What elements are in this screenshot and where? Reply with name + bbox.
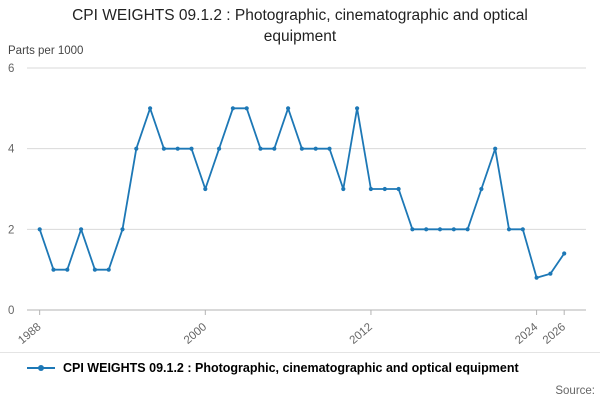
data-point-marker <box>299 146 304 151</box>
data-point-marker <box>244 106 249 111</box>
data-point-marker <box>479 186 484 192</box>
data-point-marker <box>272 146 277 151</box>
chart-title: CPI WEIGHTS 09.1.2 : Photographic, cinem… <box>72 7 528 45</box>
data-point-marker <box>120 227 125 232</box>
data-point-marker <box>520 227 525 232</box>
y-tick-label: 6 <box>8 63 14 75</box>
legend-series-label: CPI WEIGHTS 09.1.2 : Photographic, cinem… <box>63 361 519 375</box>
legend-line-marker-icon <box>27 365 55 371</box>
data-point-marker <box>465 227 470 232</box>
x-tick-label: 2026 <box>541 321 568 347</box>
data-point-marker <box>313 146 318 151</box>
legend-divider <box>0 352 600 353</box>
data-point-marker <box>106 267 111 272</box>
data-point-marker <box>424 227 429 232</box>
data-point-marker <box>217 146 222 151</box>
y-tick-label: 2 <box>8 224 14 236</box>
data-point-marker <box>506 227 512 232</box>
x-tick-label: 2012 <box>348 321 375 347</box>
x-tick-label: 2024 <box>513 321 541 347</box>
data-point-marker <box>548 271 553 276</box>
data-point-marker <box>286 106 291 111</box>
data-point-marker <box>396 186 401 192</box>
data-point-marker <box>534 275 539 280</box>
data-point-marker <box>562 251 567 256</box>
data-point-marker <box>79 227 84 232</box>
line-chart-plot: 0 2 4 6 1988 2000 2012 2024 2026 <box>8 63 586 347</box>
y-tick-label: 4 <box>8 144 15 156</box>
series-line <box>38 107 566 279</box>
x-tick-label: 2000 <box>182 321 209 347</box>
data-point-marker <box>134 146 139 151</box>
data-point-marker <box>65 267 70 272</box>
data-point-marker <box>189 146 194 151</box>
data-point-marker <box>355 106 360 111</box>
data-point-marker <box>410 227 415 232</box>
data-point-marker <box>327 146 332 151</box>
data-point-marker <box>51 267 56 272</box>
y-tick-label: 0 <box>8 305 14 317</box>
data-point-marker <box>37 227 42 232</box>
data-point-marker <box>148 106 153 111</box>
source-note: Source: <box>555 385 595 397</box>
data-point-marker <box>382 186 387 192</box>
data-point-marker <box>451 227 456 232</box>
x-tick-label: 1988 <box>16 321 43 347</box>
data-point-marker <box>92 267 97 272</box>
data-point-marker <box>437 227 443 232</box>
data-point-marker <box>175 146 180 151</box>
data-point-marker <box>161 146 166 151</box>
data-point-marker <box>368 186 373 192</box>
data-point-marker <box>203 186 208 192</box>
data-point-marker <box>258 146 263 151</box>
data-point-marker <box>493 146 498 151</box>
data-point-marker <box>230 106 235 111</box>
chart-legend: CPI WEIGHTS 09.1.2 : Photographic, cinem… <box>26 361 590 375</box>
y-axis-unit-label: Parts per 1000 <box>8 45 84 57</box>
data-point-marker <box>341 186 346 192</box>
